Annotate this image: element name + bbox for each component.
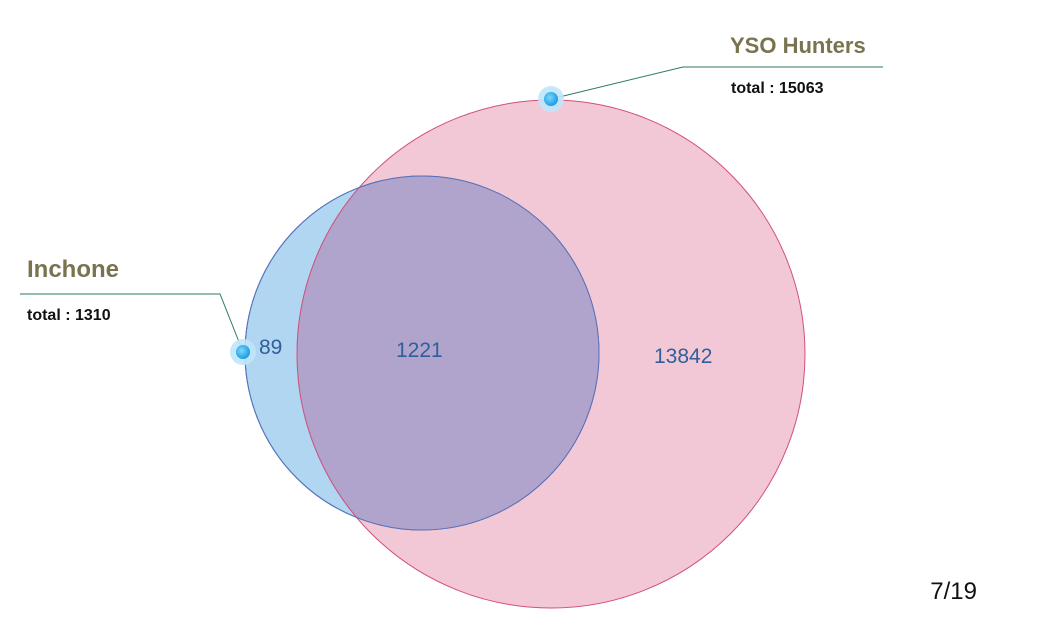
inchone-marker xyxy=(230,339,256,365)
inchone-total: total : 1310 xyxy=(27,307,111,324)
yso-hunters-leader-line xyxy=(550,66,883,100)
inchone-leader-line xyxy=(20,293,244,353)
yso-hunters-marker xyxy=(538,86,564,112)
yso-hunters-title: YSO Hunters xyxy=(730,33,866,58)
inchone-title: Inchone xyxy=(27,256,119,283)
inchone-only-count: 89 xyxy=(259,336,282,359)
page-number: 7/19 xyxy=(930,578,977,605)
yso-hunters-total: total : 15063 xyxy=(731,80,824,97)
overlap-region xyxy=(296,176,599,530)
yso-hunters-only-count: 13842 xyxy=(654,345,712,368)
overlap-count: 1221 xyxy=(396,339,443,362)
